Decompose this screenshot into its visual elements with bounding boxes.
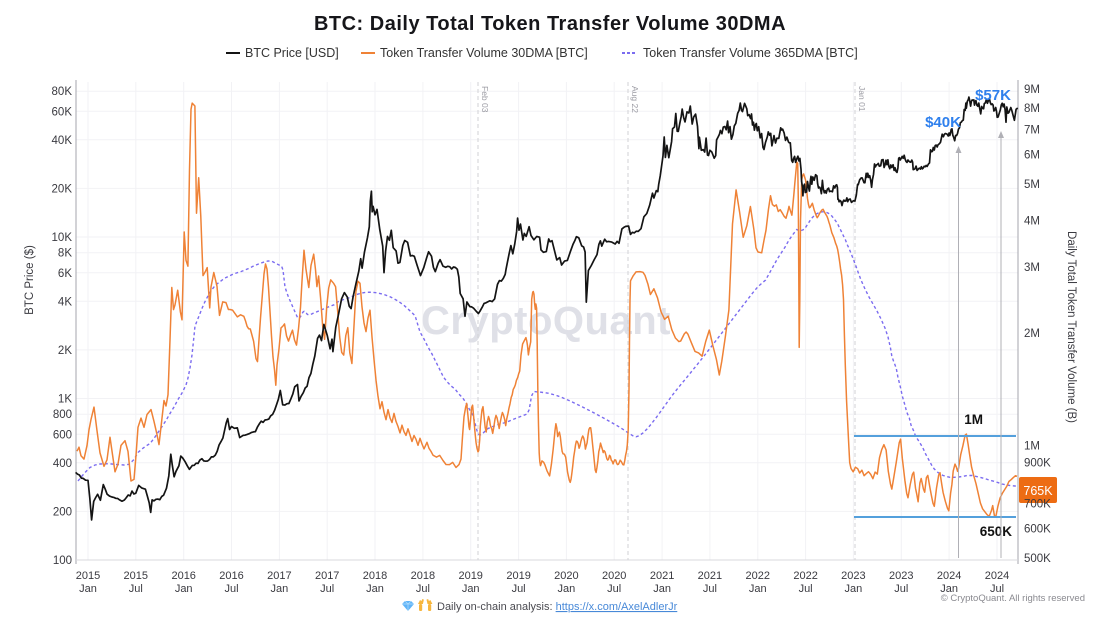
svg-text:4K: 4K bbox=[58, 296, 72, 308]
svg-text:2018: 2018 bbox=[411, 570, 435, 582]
svg-text:700K: 700K bbox=[1024, 498, 1051, 510]
svg-text:40K: 40K bbox=[52, 135, 73, 147]
svg-text:CryptoQuant: CryptoQuant bbox=[421, 299, 671, 343]
svg-text:Jul: Jul bbox=[512, 583, 526, 595]
svg-text:2021: 2021 bbox=[698, 570, 722, 582]
svg-text:1K: 1K bbox=[58, 394, 72, 406]
svg-text:Jul: Jul bbox=[703, 583, 717, 595]
svg-text:2019: 2019 bbox=[506, 570, 530, 582]
svg-text:2020: 2020 bbox=[602, 570, 626, 582]
svg-text:6K: 6K bbox=[58, 268, 72, 280]
svg-text:900K: 900K bbox=[1024, 458, 1051, 470]
svg-text:600: 600 bbox=[53, 429, 72, 441]
svg-text:2018: 2018 bbox=[363, 570, 387, 582]
svg-text:© CryptoQuant. All rights rese: © CryptoQuant. All rights reserved bbox=[941, 593, 1085, 604]
svg-text:Jul: Jul bbox=[224, 583, 238, 595]
svg-text:10K: 10K bbox=[52, 232, 73, 244]
svg-text:2023: 2023 bbox=[889, 570, 913, 582]
svg-text:Jan: Jan bbox=[79, 583, 97, 595]
svg-text:2022: 2022 bbox=[746, 570, 770, 582]
svg-text:Jul: Jul bbox=[894, 583, 908, 595]
svg-text:9M: 9M bbox=[1024, 84, 1040, 96]
svg-text:2017: 2017 bbox=[267, 570, 291, 582]
svg-text:2020: 2020 bbox=[554, 570, 578, 582]
svg-text:Daily Total Token Transfer Vol: Daily Total Token Transfer Volume (B) bbox=[1065, 231, 1077, 423]
svg-text:Jul: Jul bbox=[416, 583, 430, 595]
svg-text:Jan: Jan bbox=[175, 583, 193, 595]
svg-text:765K: 765K bbox=[1023, 484, 1053, 498]
svg-text:80K: 80K bbox=[52, 86, 73, 98]
svg-text:Token Transfer Volume 30DMA [B: Token Transfer Volume 30DMA [BTC] bbox=[380, 46, 588, 60]
svg-text:Jan 01: Jan 01 bbox=[857, 86, 867, 112]
svg-text:2023: 2023 bbox=[841, 570, 865, 582]
svg-text:Daily on-chain analysis: https: Daily on-chain analysis: https://x.com/A… bbox=[437, 601, 678, 613]
svg-text:3M: 3M bbox=[1024, 262, 1040, 274]
svg-text:8M: 8M bbox=[1024, 103, 1040, 115]
svg-text:Jan: Jan bbox=[462, 583, 480, 595]
svg-text:Feb 03: Feb 03 bbox=[480, 86, 490, 113]
svg-text:BTC Price ($): BTC Price ($) bbox=[24, 245, 36, 315]
svg-text:Token Transfer Volume 365DMA [: Token Transfer Volume 365DMA [BTC] bbox=[643, 46, 858, 60]
svg-text:2021: 2021 bbox=[650, 570, 674, 582]
svg-text:Jan: Jan bbox=[366, 583, 384, 595]
svg-text:2015: 2015 bbox=[124, 570, 148, 582]
svg-text:5M: 5M bbox=[1024, 179, 1040, 191]
svg-text:Jan: Jan bbox=[653, 583, 671, 595]
svg-text:BTC Price [USD]: BTC Price [USD] bbox=[245, 46, 339, 60]
svg-text:Jan: Jan bbox=[749, 583, 767, 595]
svg-text:60K: 60K bbox=[52, 106, 73, 118]
svg-text:100: 100 bbox=[53, 555, 72, 567]
svg-text:600K: 600K bbox=[1024, 523, 1051, 535]
svg-text:2K: 2K bbox=[58, 345, 72, 357]
svg-text:Jan: Jan bbox=[940, 583, 958, 595]
svg-text:1M: 1M bbox=[964, 412, 983, 427]
svg-text:800: 800 bbox=[53, 409, 72, 421]
svg-text:20K: 20K bbox=[52, 183, 73, 195]
svg-text:2022: 2022 bbox=[793, 570, 817, 582]
svg-text:Aug 22: Aug 22 bbox=[630, 86, 640, 113]
svg-text:$40K: $40K bbox=[925, 114, 961, 131]
svg-text:2015: 2015 bbox=[76, 570, 100, 582]
svg-text:200: 200 bbox=[53, 506, 72, 518]
svg-text:2016: 2016 bbox=[219, 570, 243, 582]
svg-text:4M: 4M bbox=[1024, 215, 1040, 227]
svg-text:Jul: Jul bbox=[799, 583, 813, 595]
svg-text:1M: 1M bbox=[1024, 441, 1040, 453]
svg-text:Jan: Jan bbox=[558, 583, 576, 595]
svg-text:2019: 2019 bbox=[458, 570, 482, 582]
svg-text:BTC: Daily Total Token Transfe: BTC: Daily Total Token Transfer Volume 3… bbox=[314, 13, 786, 35]
svg-text:500K: 500K bbox=[1024, 553, 1051, 565]
svg-text:Jul: Jul bbox=[320, 583, 334, 595]
svg-text:Jul: Jul bbox=[990, 583, 1004, 595]
svg-text:Jan: Jan bbox=[271, 583, 289, 595]
svg-text:2024: 2024 bbox=[985, 570, 1009, 582]
svg-text:2M: 2M bbox=[1024, 328, 1040, 340]
svg-text:400: 400 bbox=[53, 458, 72, 470]
svg-text:Jan: Jan bbox=[845, 583, 863, 595]
svg-text:8K: 8K bbox=[58, 248, 72, 260]
svg-text:Jul: Jul bbox=[607, 583, 621, 595]
svg-text:2024: 2024 bbox=[937, 570, 961, 582]
svg-text:6M: 6M bbox=[1024, 150, 1040, 162]
svg-text:Jul: Jul bbox=[129, 583, 143, 595]
svg-text:2017: 2017 bbox=[315, 570, 339, 582]
svg-text:$57K: $57K bbox=[975, 87, 1011, 104]
svg-text:2016: 2016 bbox=[171, 570, 195, 582]
svg-text:650K: 650K bbox=[980, 524, 1013, 539]
svg-text:7M: 7M bbox=[1024, 125, 1040, 137]
